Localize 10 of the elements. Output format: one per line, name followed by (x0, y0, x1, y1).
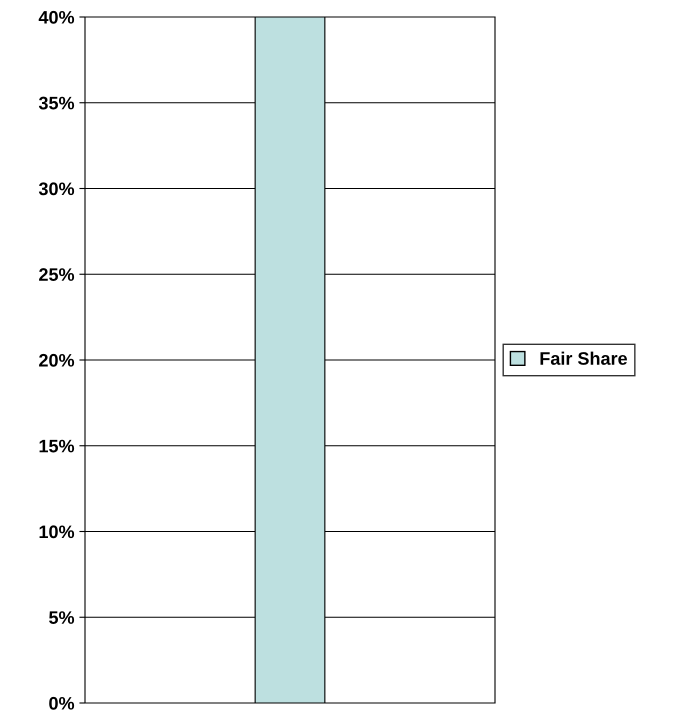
y-tick-label: 25% (39, 268, 74, 281)
y-tick-label: 20% (39, 354, 74, 367)
y-tick-label: 15% (40, 440, 74, 452)
y-tick-label: 0% (49, 696, 74, 710)
legend-label: Fair Share (540, 352, 628, 365)
y-tick-label: 35% (38, 96, 74, 110)
y-tick-label: 5% (49, 611, 74, 624)
y-tick-label: 10% (40, 525, 74, 538)
y-tick-label: 30% (38, 182, 74, 196)
y-tick-label: 40% (38, 10, 74, 24)
